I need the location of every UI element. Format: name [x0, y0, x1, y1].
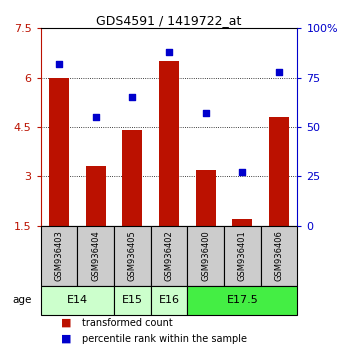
FancyBboxPatch shape — [41, 286, 114, 315]
Point — [166, 49, 172, 55]
FancyBboxPatch shape — [41, 226, 77, 286]
Text: ■: ■ — [61, 318, 72, 328]
Point — [93, 114, 98, 120]
Text: GSM936402: GSM936402 — [165, 230, 173, 281]
Point — [203, 110, 209, 116]
Bar — [269, 117, 289, 226]
FancyBboxPatch shape — [224, 226, 261, 286]
Bar — [232, 219, 252, 226]
Text: ■: ■ — [61, 334, 72, 344]
Bar — [196, 170, 216, 226]
Point — [129, 95, 135, 100]
FancyBboxPatch shape — [114, 226, 151, 286]
Text: GSM936404: GSM936404 — [91, 230, 100, 281]
Bar — [159, 61, 179, 226]
FancyBboxPatch shape — [187, 226, 224, 286]
Bar — [86, 166, 106, 226]
Text: age: age — [12, 295, 31, 306]
Text: GSM936406: GSM936406 — [274, 230, 284, 281]
Text: GSM936401: GSM936401 — [238, 230, 247, 281]
Bar — [122, 130, 142, 226]
Text: E14: E14 — [67, 295, 88, 306]
FancyBboxPatch shape — [151, 286, 187, 315]
Text: transformed count: transformed count — [82, 318, 172, 328]
Text: percentile rank within the sample: percentile rank within the sample — [82, 334, 247, 344]
Text: GSM936405: GSM936405 — [128, 230, 137, 281]
Point — [276, 69, 282, 75]
Point — [240, 170, 245, 175]
Text: E15: E15 — [122, 295, 143, 306]
Point — [56, 61, 62, 67]
Bar — [49, 78, 69, 226]
FancyBboxPatch shape — [187, 286, 297, 315]
Text: E17.5: E17.5 — [226, 295, 258, 306]
Text: GSM936400: GSM936400 — [201, 230, 210, 281]
Title: GDS4591 / 1419722_at: GDS4591 / 1419722_at — [96, 14, 242, 27]
Text: E16: E16 — [159, 295, 179, 306]
Text: GSM936403: GSM936403 — [54, 230, 64, 281]
FancyBboxPatch shape — [77, 226, 114, 286]
FancyBboxPatch shape — [261, 226, 297, 286]
FancyBboxPatch shape — [114, 286, 151, 315]
FancyBboxPatch shape — [151, 226, 187, 286]
